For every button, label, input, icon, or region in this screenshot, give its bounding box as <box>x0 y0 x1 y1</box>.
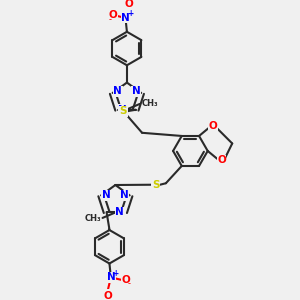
Text: O: O <box>122 275 130 285</box>
Text: N: N <box>120 190 129 200</box>
Text: O: O <box>217 155 226 166</box>
Text: S: S <box>120 106 127 116</box>
Text: N: N <box>113 86 122 97</box>
Text: O: O <box>124 0 133 8</box>
Text: N: N <box>102 190 111 200</box>
Text: N: N <box>106 272 115 282</box>
Text: CH₃: CH₃ <box>85 214 101 223</box>
Text: N: N <box>121 13 130 23</box>
Text: N: N <box>118 105 127 115</box>
Text: -: - <box>128 280 131 289</box>
Text: O: O <box>208 122 217 131</box>
Text: N: N <box>116 207 124 217</box>
Text: CH₃: CH₃ <box>141 99 158 108</box>
Text: +: + <box>113 268 119 278</box>
Text: N: N <box>132 86 140 97</box>
Text: O: O <box>109 10 118 20</box>
Text: +: + <box>127 9 134 18</box>
Text: O: O <box>103 291 112 300</box>
Text: S: S <box>152 180 160 190</box>
Text: -: - <box>109 15 112 24</box>
